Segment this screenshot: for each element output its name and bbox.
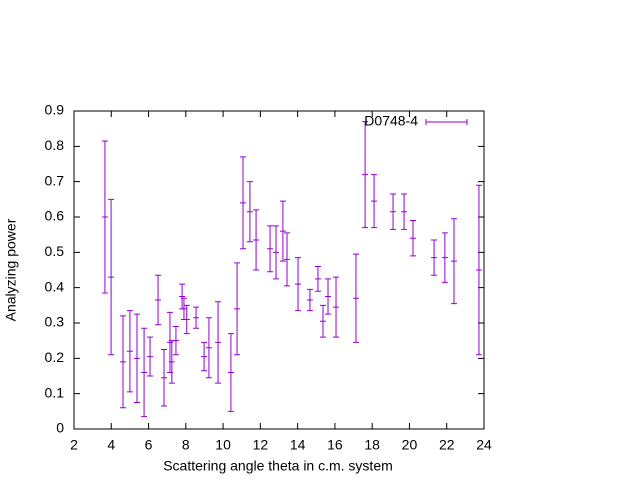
error-bar [253,209,260,271]
x-tick-label: 14 [290,437,306,453]
error-bar [319,304,326,338]
error-bar [475,184,482,356]
x-tick-label: 8 [182,437,190,453]
error-bar [227,333,234,412]
x-tick-label: 4 [107,437,115,453]
error-bar [409,220,416,257]
x-axis-label: Scattering angle theta in c.m. system [163,458,393,474]
error-bar [161,349,168,407]
error-bar [431,239,438,276]
y-tick-label: 0.3 [45,314,65,330]
y-tick-label: 0.7 [45,172,65,188]
error-bar [201,341,208,372]
error-bar [401,193,408,230]
error-bar [279,200,286,262]
error-bar [450,218,457,305]
error-bar [126,310,133,393]
x-tick-label: 6 [145,437,153,453]
error-bar [141,327,148,418]
error-bar [172,326,179,356]
y-tick-label: 0.1 [45,384,65,400]
error-bar [180,297,187,320]
x-tick-label: 12 [253,437,269,453]
y-tick-label: 0.2 [45,349,65,365]
error-bar [108,198,115,356]
error-bar [362,121,369,229]
x-tick-label: 20 [402,437,418,453]
x-tick-label: 24 [476,437,492,453]
y-axis-label: Analyzing power [3,218,19,321]
error-bar [306,288,313,312]
x-tick-label: 10 [215,437,231,453]
error-bar [215,301,222,384]
error-bar [147,336,154,377]
error-bar [179,283,186,310]
error-bar [273,225,280,280]
error-bar [240,156,247,250]
error-bar [133,313,140,403]
error-bar [166,311,173,373]
y-tick-label: 0 [56,420,64,436]
error-bar [246,181,253,243]
error-bar [352,253,359,343]
y-tick-label: 0.5 [45,243,65,259]
error-bar [333,276,340,338]
error-bar [193,306,200,329]
error-bar [183,304,190,335]
error-bar [390,193,397,230]
error-bar [267,225,274,273]
legend-symbol [425,119,468,125]
error-bar [155,274,162,326]
plot-frame [73,110,485,430]
y-tick-label: 0.8 [45,137,65,153]
x-tick-label: 18 [364,437,380,453]
error-bar [205,317,212,379]
x-tick-label: 2 [70,437,78,453]
y-tick-label: 0.6 [45,208,65,224]
error-bar [284,232,291,287]
error-bar [371,174,378,229]
y-tick-label: 0.9 [45,102,65,118]
error-bar [120,315,127,409]
error-bar [168,340,175,384]
error-bar [295,257,302,312]
x-tick-label: 22 [439,437,455,453]
legend-label: D0748-4 [364,113,418,129]
error-bar [325,278,332,315]
error-bar [101,140,108,294]
y-tick-label: 0.4 [45,278,65,294]
error-bar [441,232,448,283]
error-bar [314,265,321,292]
x-tick-label: 16 [327,437,343,453]
error-bar [234,262,241,356]
